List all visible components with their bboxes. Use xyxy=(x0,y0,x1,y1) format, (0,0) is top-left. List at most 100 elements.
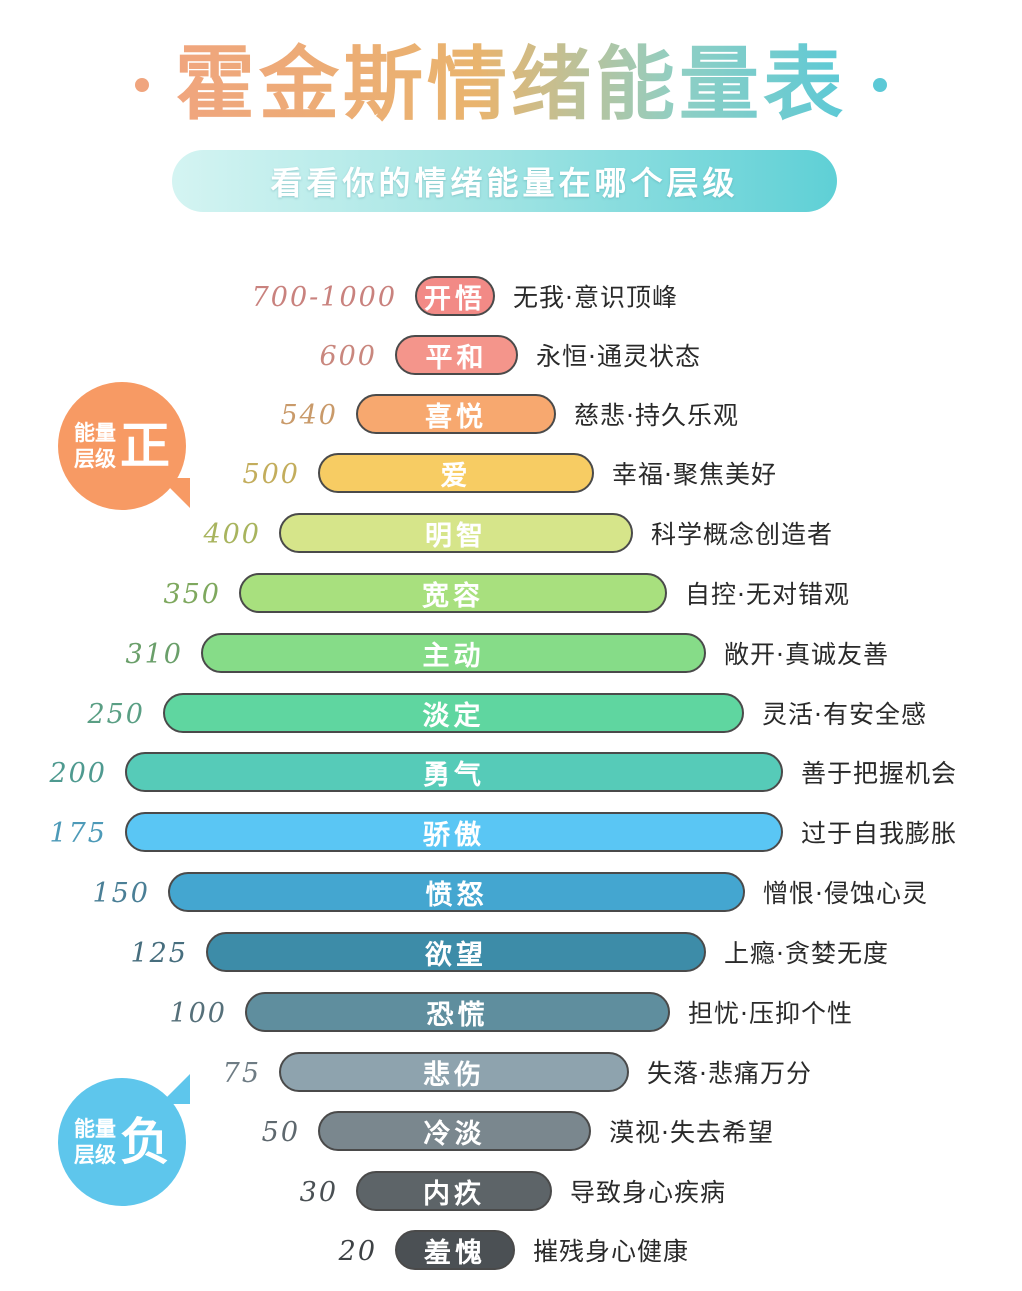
level-row: 125 欲望 上瘾·贪婪无度 xyxy=(0,930,1022,978)
badge-negative-char: 负 xyxy=(120,1113,170,1171)
level-description: 自控·无对错观 xyxy=(685,580,850,609)
level-name: 开悟 xyxy=(424,283,486,315)
level-description: 摧残身心健康 xyxy=(533,1237,690,1266)
level-pill: 骄傲 xyxy=(125,812,783,852)
level-value: 125 xyxy=(130,938,188,969)
level-value: 100 xyxy=(169,998,227,1029)
level-row: 200 勇气 善于把握机会 xyxy=(0,750,1022,798)
level-value: 310 xyxy=(125,639,183,670)
level-value: 175 xyxy=(49,818,107,849)
level-description: 憎恨·侵蚀心灵 xyxy=(763,879,928,908)
level-name: 主动 xyxy=(422,640,485,672)
level-row: 700-1000 开悟 无我·意识顶峰 xyxy=(0,274,1022,322)
level-name: 羞愧 xyxy=(424,1237,486,1269)
level-pill: 开悟 xyxy=(415,276,495,316)
level-value: 700-1000 xyxy=(251,282,397,313)
subtitle-banner: 看看你的情绪能量在哪个层级 xyxy=(172,150,837,212)
negative-badge-tail xyxy=(160,1074,190,1104)
level-description: 灵活·有安全感 xyxy=(762,700,927,729)
level-name: 内疚 xyxy=(423,1178,485,1210)
level-row: 175 骄傲 过于自我膨胀 xyxy=(0,810,1022,858)
level-description: 上瘾·贪婪无度 xyxy=(724,939,889,968)
level-description: 幸福·聚焦美好 xyxy=(612,460,777,489)
level-description: 漠视·失去希望 xyxy=(609,1118,774,1147)
level-row: 600 平和 永恒·通灵状态 xyxy=(0,333,1022,381)
level-name: 明智 xyxy=(425,520,487,552)
level-pill: 主动 xyxy=(201,633,706,673)
level-name: 喜悦 xyxy=(425,401,487,433)
title-right-dot xyxy=(873,78,887,92)
level-value: 20 xyxy=(338,1236,377,1267)
level-row: 75 悲伤 失落·悲痛万分 xyxy=(0,1050,1022,1098)
level-value: 600 xyxy=(319,341,377,372)
level-name: 爱 xyxy=(440,460,472,492)
level-pill: 爱 xyxy=(318,453,594,493)
level-pill: 喜悦 xyxy=(356,394,556,434)
title-bar: 霍金斯情绪能量表 xyxy=(0,30,1022,140)
level-row: 100 恐慌 担忧·压抑个性 xyxy=(0,990,1022,1038)
level-name: 愤怒 xyxy=(425,879,488,911)
level-name: 恐慌 xyxy=(426,999,489,1031)
level-description: 无我·意识顶峰 xyxy=(513,283,678,312)
level-description: 善于把握机会 xyxy=(801,759,958,788)
level-description: 科学概念创造者 xyxy=(651,520,834,549)
level-value: 350 xyxy=(163,579,221,610)
level-pill: 羞愧 xyxy=(395,1230,515,1270)
level-value: 75 xyxy=(222,1058,261,1089)
subtitle-text: 看看你的情绪能量在哪个层级 xyxy=(270,164,739,202)
level-name: 淡定 xyxy=(422,700,485,732)
level-row: 150 愤怒 憎恨·侵蚀心灵 xyxy=(0,870,1022,918)
level-row: 310 主动 敞开·真诚友善 xyxy=(0,631,1022,679)
level-value: 30 xyxy=(299,1177,338,1208)
level-description: 敞开·真诚友善 xyxy=(724,640,889,669)
level-name: 冷淡 xyxy=(423,1118,486,1150)
level-name: 宽容 xyxy=(422,580,484,612)
negative-level-badge: 能量 层级 负 xyxy=(58,1078,186,1206)
level-pill: 明智 xyxy=(279,513,633,553)
level-row: 540 喜悦 慈悲·持久乐观 xyxy=(0,392,1022,440)
level-value: 200 xyxy=(49,758,107,789)
level-pill: 内疚 xyxy=(356,1171,552,1211)
level-pill: 宽容 xyxy=(239,573,667,613)
level-row: 350 宽容 自控·无对错观 xyxy=(0,571,1022,619)
badge-negative-line1: 能量 xyxy=(74,1117,116,1141)
badge-positive-char: 正 xyxy=(120,417,170,475)
level-description: 慈悲·持久乐观 xyxy=(574,401,739,430)
badge-negative-line2: 层级 xyxy=(74,1143,116,1167)
title-left-dot xyxy=(135,78,149,92)
level-description: 永恒·通灵状态 xyxy=(536,342,701,371)
level-pill: 勇气 xyxy=(125,752,783,792)
level-description: 失落·悲痛万分 xyxy=(647,1059,812,1088)
level-row: 50 冷淡 漠视·失去希望 xyxy=(0,1109,1022,1157)
level-name: 骄傲 xyxy=(423,819,485,851)
level-name: 勇气 xyxy=(423,759,485,791)
level-value: 540 xyxy=(280,400,338,431)
level-pill: 冷淡 xyxy=(318,1111,591,1151)
level-description: 担忧·压抑个性 xyxy=(688,999,853,1028)
level-value: 500 xyxy=(242,459,300,490)
page-title: 霍金斯情绪能量表 xyxy=(175,30,847,140)
level-pill: 恐慌 xyxy=(245,992,670,1032)
level-name: 悲伤 xyxy=(423,1059,485,1091)
level-value: 50 xyxy=(261,1117,300,1148)
level-name: 平和 xyxy=(425,342,488,374)
badge-positive-line2: 层级 xyxy=(74,447,116,471)
level-pill: 欲望 xyxy=(206,932,706,972)
level-pill: 悲伤 xyxy=(279,1052,629,1092)
level-description: 过于自我膨胀 xyxy=(801,819,958,848)
level-value: 400 xyxy=(203,519,261,550)
level-value: 250 xyxy=(87,699,145,730)
positive-level-badge: 能量 层级 正 xyxy=(58,382,186,510)
level-value: 150 xyxy=(92,878,150,909)
level-pill: 愤怒 xyxy=(168,872,745,912)
level-pill: 平和 xyxy=(395,335,518,375)
level-row: 500 爱 幸福·聚焦美好 xyxy=(0,451,1022,499)
level-pill: 淡定 xyxy=(163,693,744,733)
level-row: 30 内疚 导致身心疾病 xyxy=(0,1169,1022,1217)
level-row: 20 羞愧 摧残身心健康 xyxy=(0,1228,1022,1276)
positive-badge-tail xyxy=(160,478,190,508)
level-name: 欲望 xyxy=(425,939,487,971)
level-description: 导致身心疾病 xyxy=(570,1178,727,1207)
badge-positive-line1: 能量 xyxy=(74,421,116,445)
level-row: 400 明智 科学概念创造者 xyxy=(0,511,1022,559)
